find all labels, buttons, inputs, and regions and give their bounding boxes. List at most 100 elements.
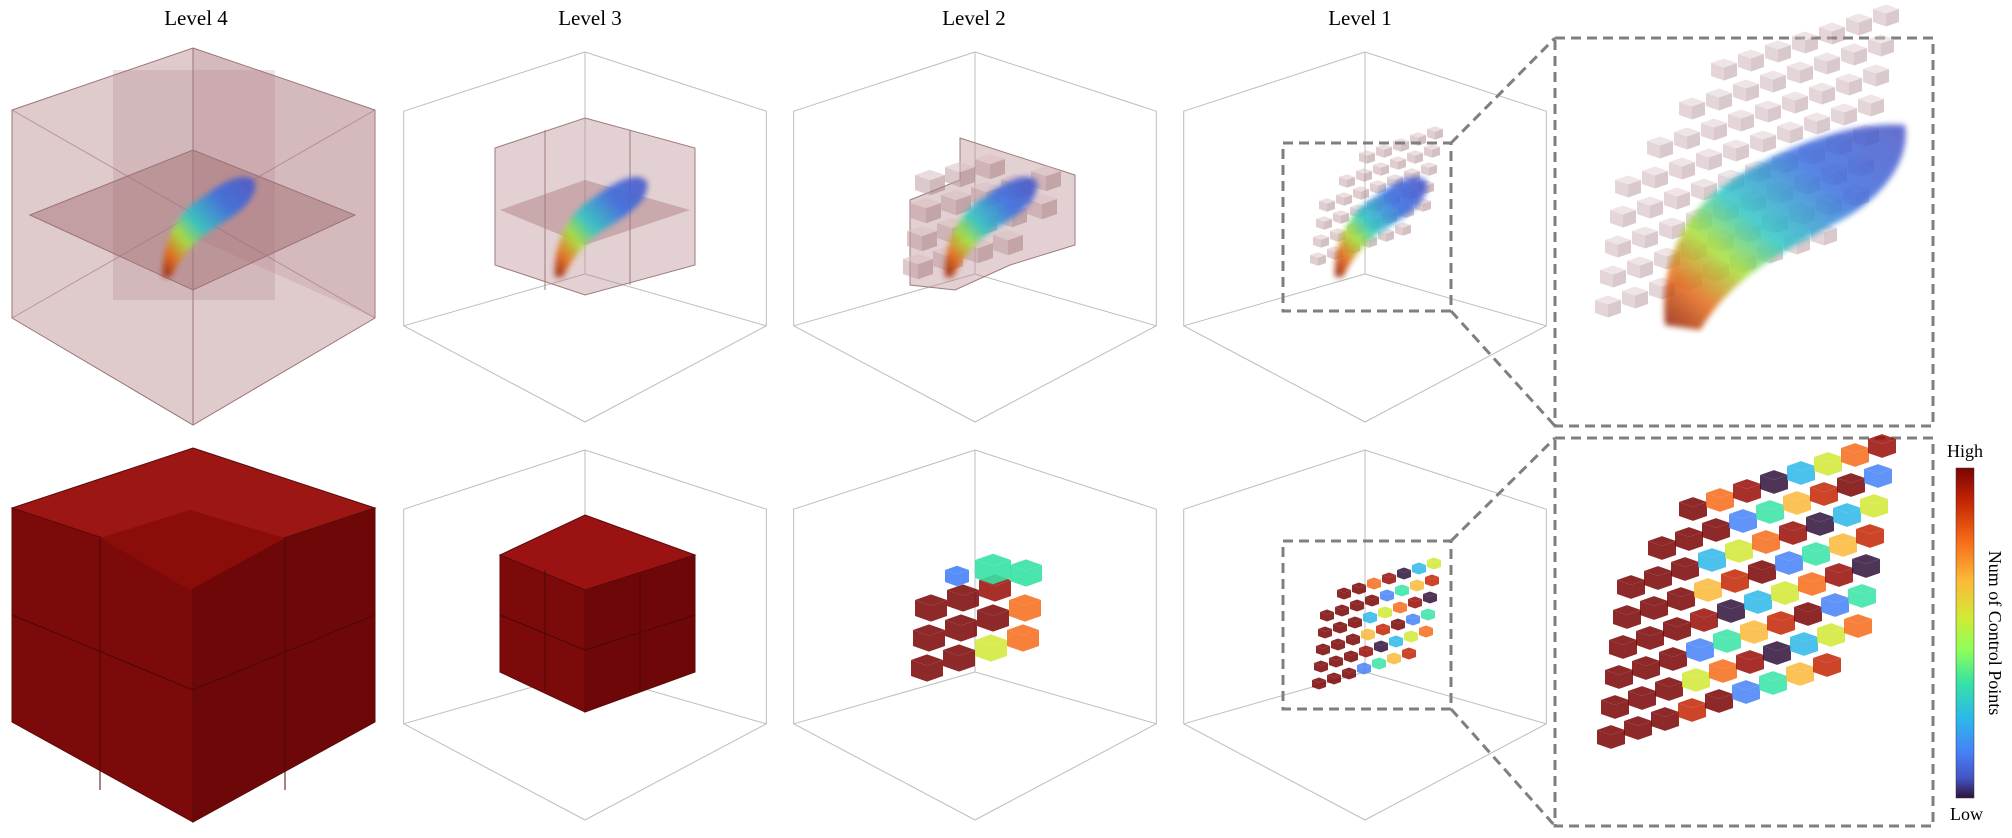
voxel-cube [1696, 148, 1722, 171]
voxel-cube [1627, 256, 1653, 279]
voxel-cube [1841, 443, 1869, 467]
voxel-cube [1335, 604, 1349, 617]
voxel-cube [911, 197, 941, 224]
voxel-cube [1427, 557, 1441, 570]
voxel-cube [1729, 509, 1757, 533]
voxel-cube [1825, 563, 1853, 587]
voxel-cube [1382, 572, 1396, 585]
voxel-cube [1744, 590, 1772, 614]
voxel-cube [975, 634, 1007, 662]
voxel-cube [1837, 473, 1865, 497]
zoomed-colored-cubes [1597, 434, 1896, 749]
voxel-cube [1331, 638, 1345, 651]
plume-renderings [162, 177, 1428, 277]
voxel-cube [963, 237, 993, 264]
voxel-cube [1333, 621, 1347, 634]
voxel-cube [1007, 624, 1039, 652]
voxel-cube [1701, 118, 1727, 141]
voxel-cube [1709, 659, 1737, 683]
voxel-cube [1642, 166, 1668, 189]
voxel-cube [1868, 434, 1896, 458]
red-cube-front [100, 510, 285, 590]
voxel-cube [1395, 222, 1411, 236]
voxel-cube [975, 153, 1005, 180]
voxel-cube [1802, 542, 1830, 566]
voxel-cube [1841, 43, 1867, 66]
voxel-cube [1647, 136, 1673, 159]
title-level-3: Level 3 [558, 6, 622, 30]
colorbar-axis-label: Num of Control Points [1985, 550, 2005, 716]
voxel-cube [1783, 491, 1811, 515]
voxel-cube [1852, 554, 1880, 578]
voxel-cube [1387, 652, 1401, 665]
voxel-cube [1817, 623, 1845, 647]
voxel-cube [1648, 536, 1676, 560]
title-level-4: Level 4 [164, 6, 228, 30]
title-level-2: Level 2 [942, 6, 1006, 30]
voxel-cube [1755, 100, 1781, 123]
voxel-cube [1679, 497, 1707, 521]
voxel-cube [1412, 562, 1426, 575]
voxel-cube [1829, 533, 1857, 557]
voxel-cube [1721, 569, 1749, 593]
voxel-cube [1632, 656, 1660, 680]
voxel-cube [945, 565, 969, 587]
voxel-cube [1605, 665, 1633, 689]
voxel-cube [1786, 662, 1814, 686]
voxel-cube [1389, 635, 1403, 648]
voxel-cube [1856, 524, 1884, 548]
zoom-source-bottom [1281, 539, 1453, 711]
voxel-cube [1617, 575, 1645, 599]
voxel-cube [1667, 587, 1695, 611]
voxel-cube [1356, 168, 1372, 182]
voxel-cube [1814, 452, 1842, 476]
octree-cube-inner [193, 48, 375, 318]
voxel-cube [1669, 157, 1695, 180]
plume [162, 177, 256, 277]
panel-level-2-bottom [911, 553, 1042, 682]
voxel-cube [1350, 599, 1364, 612]
voxel-cube [1651, 707, 1679, 731]
voxel-cube [1027, 193, 1057, 220]
voxel-cube [993, 229, 1023, 256]
voxel-cube [941, 189, 971, 216]
voxel-cube [1804, 112, 1830, 135]
voxel-cube [945, 161, 975, 188]
voxel-cube [913, 624, 945, 652]
voxel-cube [1624, 716, 1652, 740]
voxel-cube [1613, 605, 1641, 629]
colored-tiny-cubes [1312, 557, 1441, 690]
voxel-cube [1711, 58, 1737, 81]
voxel-cube [1831, 103, 1857, 126]
voxel-cube [1664, 187, 1690, 210]
voxel-cube [1402, 647, 1416, 660]
voxel-cube [1706, 88, 1732, 111]
voxel-cube [1846, 13, 1872, 36]
voxel-cube [1679, 97, 1705, 120]
voxel-cube [1313, 234, 1329, 248]
voxel-cube [1337, 587, 1351, 600]
voxel-cube [1752, 530, 1780, 554]
voxel-cube [1622, 286, 1648, 309]
voxel-cube [1813, 653, 1841, 677]
connector [1449, 708, 1557, 827]
voxel-cube [1609, 635, 1637, 659]
voxel-cube [1628, 686, 1656, 710]
voxel-cube [1359, 150, 1375, 164]
voxel-cube [1329, 655, 1343, 668]
voxel-cube [1760, 70, 1786, 93]
voxel-cube [1333, 210, 1349, 224]
plume [554, 177, 648, 277]
voxel-cube [1419, 625, 1433, 638]
voxel-cube [1327, 672, 1341, 685]
voxel-cube [1310, 252, 1326, 266]
title-level-1: Level 1 [1328, 6, 1392, 30]
voxel-cube [1342, 667, 1356, 680]
voxel-cube [1725, 539, 1753, 563]
voxel-cube [1787, 461, 1815, 485]
voxel-cube [1601, 695, 1629, 719]
voxel-cube [1390, 156, 1406, 170]
voxel-cube [1706, 488, 1734, 512]
voxel-cube [1671, 557, 1699, 581]
panel-level-4-bottom [10, 447, 377, 823]
